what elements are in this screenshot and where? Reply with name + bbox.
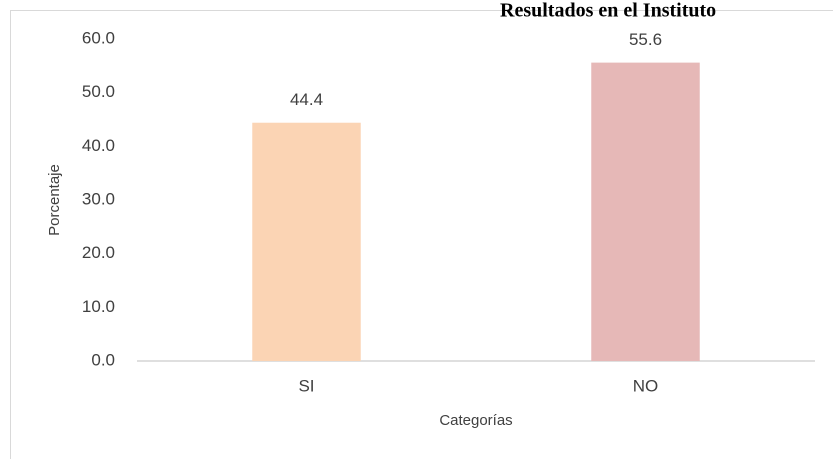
y-axis-title: Porcentaje <box>46 164 63 236</box>
y-tick-label: 40.0 <box>82 136 115 155</box>
data-label: 44.4 <box>290 90 323 109</box>
chart-border <box>10 10 833 459</box>
y-tick-label: 50.0 <box>82 82 115 101</box>
chart-title: Resultados en el Instituto <box>500 0 716 22</box>
bar <box>252 122 361 361</box>
y-tick-label: 0.0 <box>91 350 115 369</box>
data-label: 55.6 <box>629 30 662 49</box>
y-tick-label: 60.0 <box>82 28 115 47</box>
x-tick-label: NO <box>633 376 659 395</box>
x-axis-title: Categorías <box>439 412 512 429</box>
x-tick-label: SI <box>298 376 314 395</box>
bar <box>591 62 700 361</box>
y-tick-label: 10.0 <box>82 297 115 316</box>
y-tick-label: 30.0 <box>82 189 115 208</box>
y-tick-label: 20.0 <box>82 243 115 262</box>
